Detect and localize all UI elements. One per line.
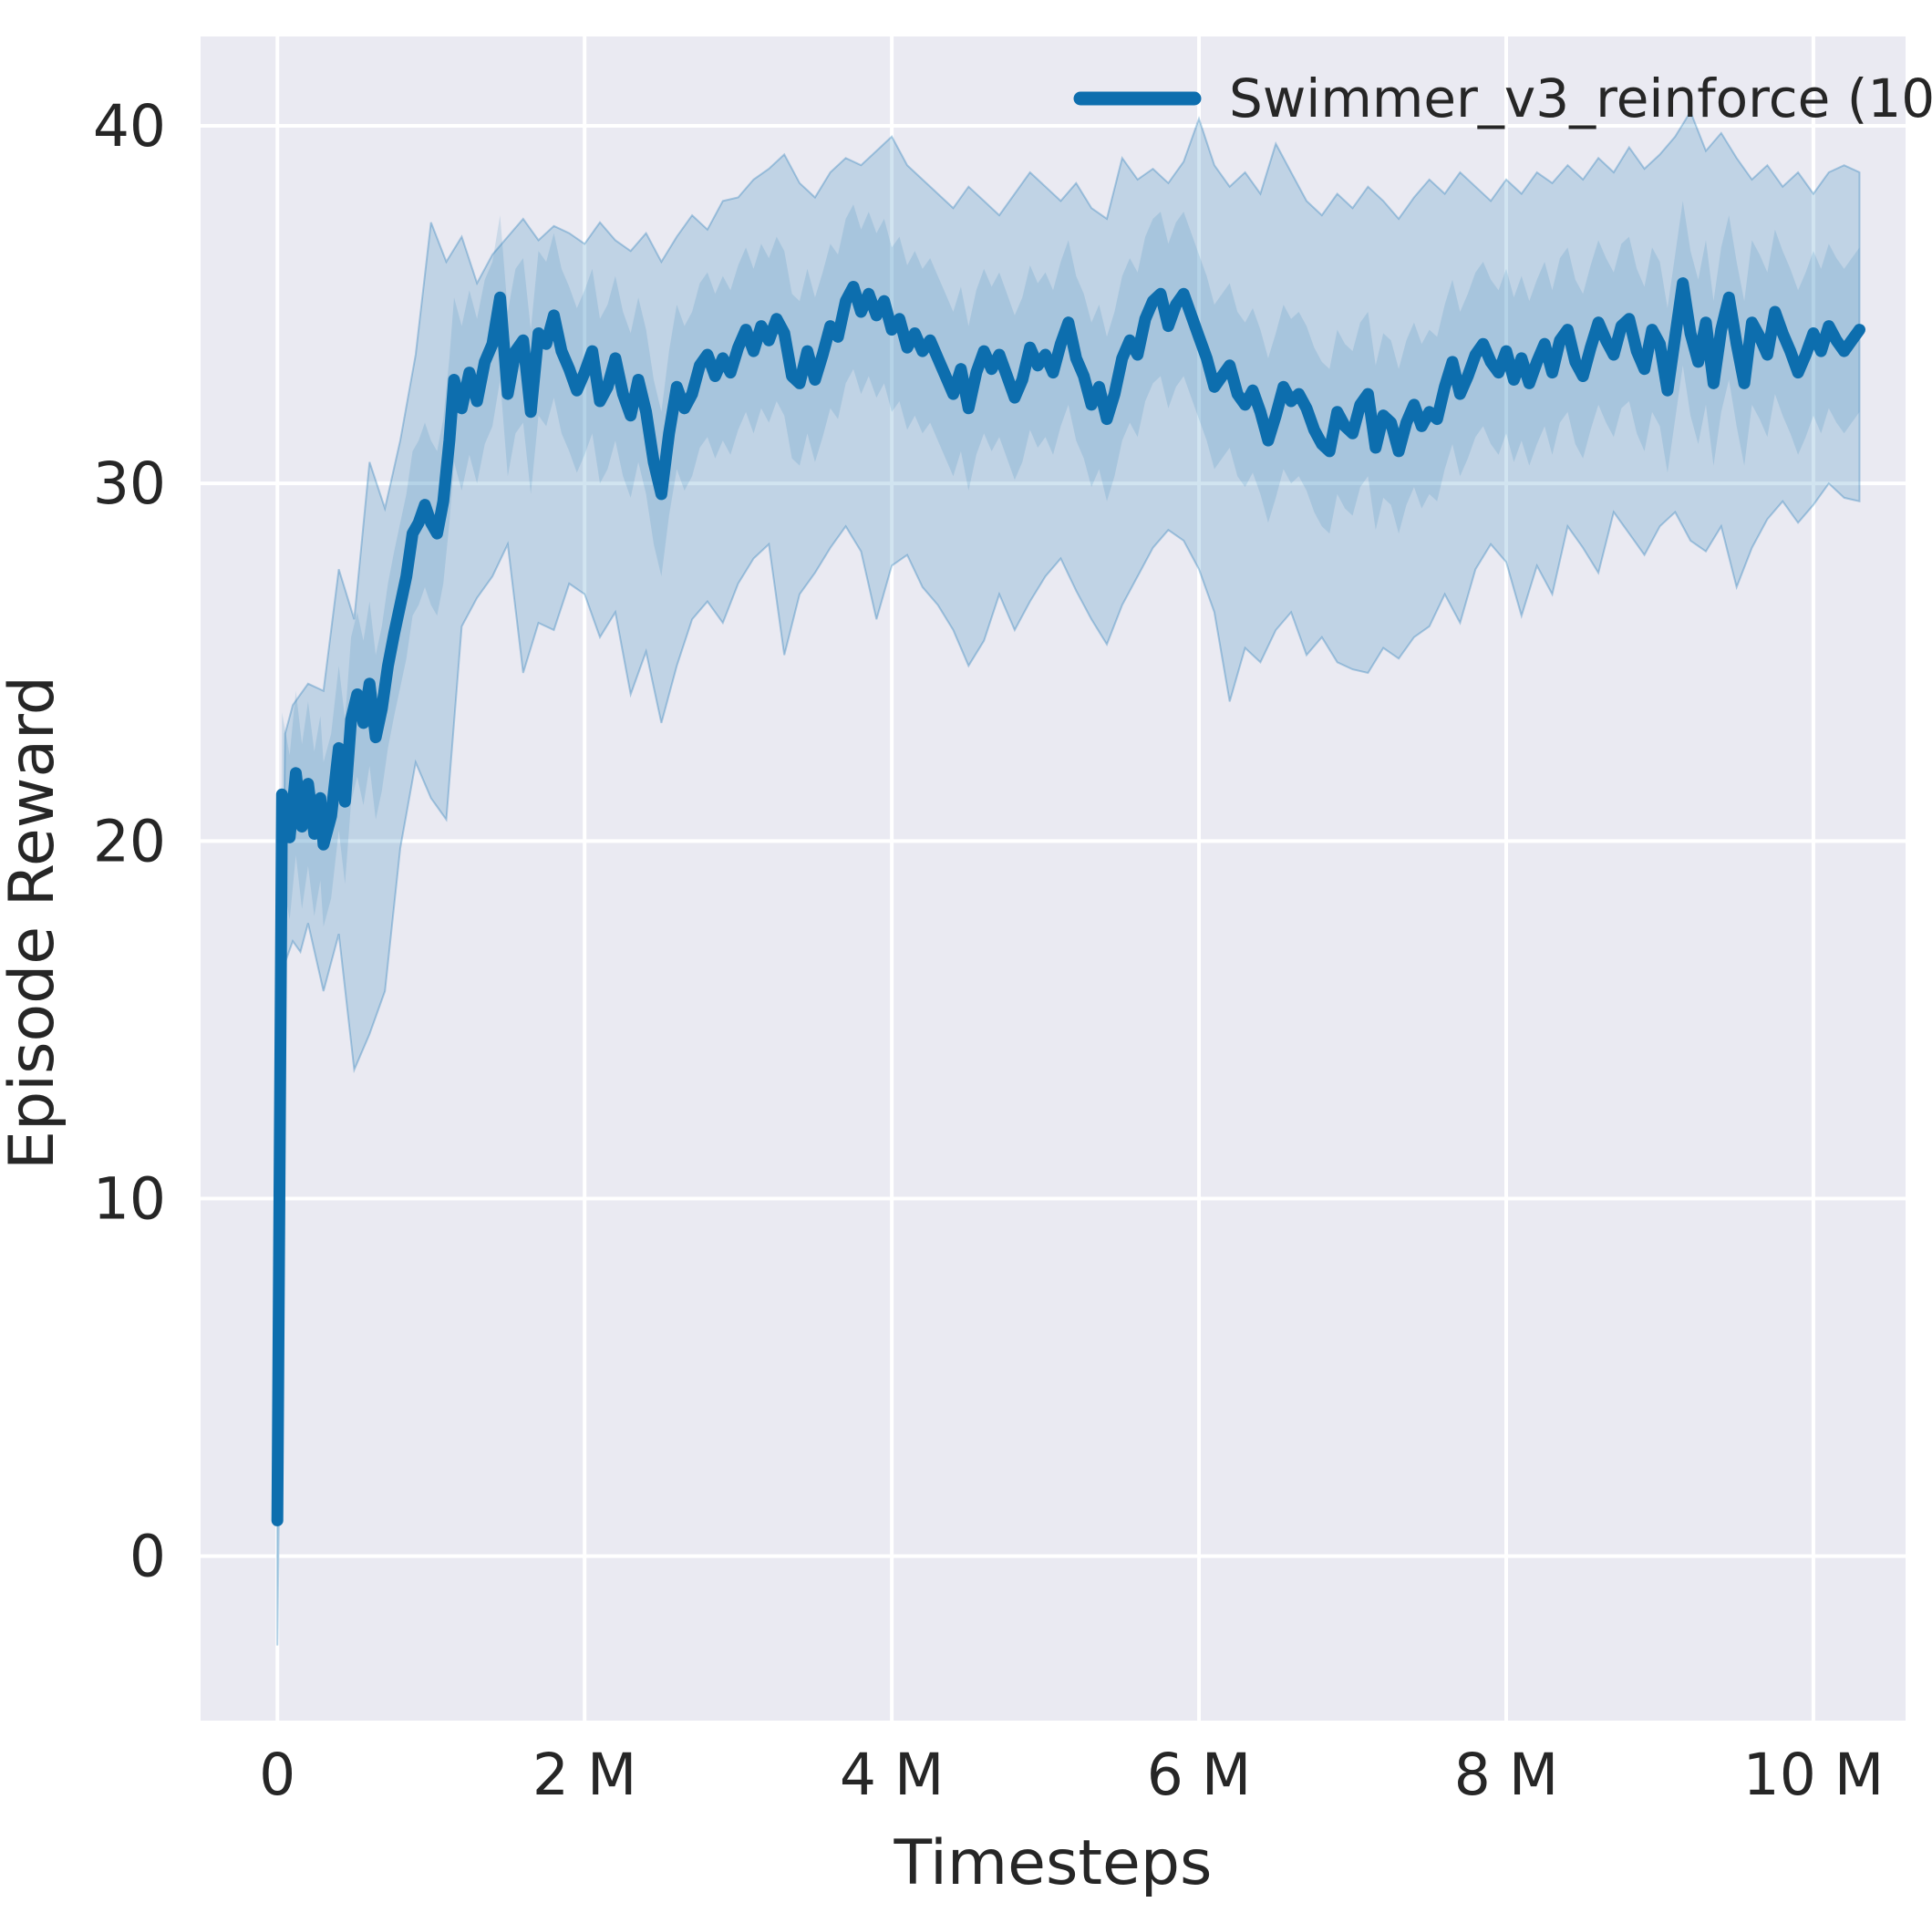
x-tick-label: 4 M [840, 1742, 944, 1808]
series-group [271, 109, 1865, 1646]
tick-labels: 0 2 M 4 M 6 M 8 M 10 M 0 10 20 30 40 [93, 93, 1884, 1808]
x-tick-label: 0 [259, 1742, 295, 1808]
y-tick-label: 0 [129, 1524, 166, 1590]
x-tick-label: 6 M [1147, 1742, 1251, 1808]
x-tick-label: 2 M [532, 1742, 636, 1808]
legend-label: Swimmer_v3_reinforce (10) [1229, 67, 1932, 129]
y-tick-label: 20 [93, 808, 166, 874]
mean-line [271, 277, 1865, 1526]
y-tick-label: 40 [93, 93, 166, 160]
y-axis-label: Episode Reward [0, 676, 68, 1170]
x-tick-label: 10 M [1743, 1742, 1885, 1808]
legend: Swimmer_v3_reinforce (10) [1073, 67, 1932, 129]
x-axis-label: Timesteps [894, 1827, 1213, 1899]
plot-area [201, 36, 1906, 1721]
y-tick-label: 10 [93, 1165, 166, 1232]
y-tick-label: 30 [93, 450, 166, 517]
confidence-band-outer [276, 109, 1861, 1646]
x-tick-label: 8 M [1454, 1742, 1558, 1808]
